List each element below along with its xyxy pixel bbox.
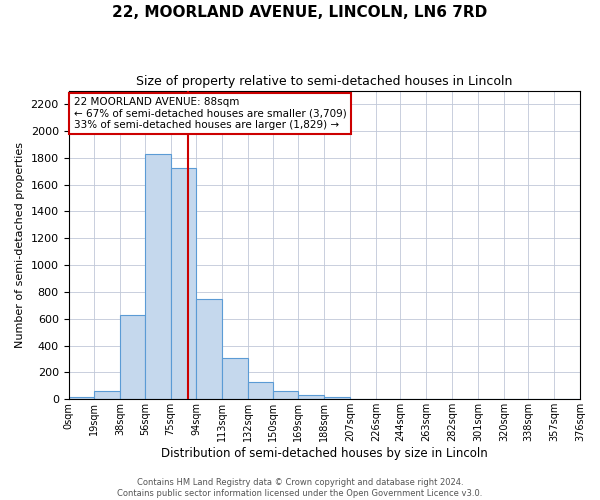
Text: Contains HM Land Registry data © Crown copyright and database right 2024.
Contai: Contains HM Land Registry data © Crown c… bbox=[118, 478, 482, 498]
Title: Size of property relative to semi-detached houses in Lincoln: Size of property relative to semi-detach… bbox=[136, 75, 512, 88]
Bar bbox=[272, 390, 298, 400]
Bar bbox=[120, 316, 145, 400]
Bar bbox=[145, 154, 170, 400]
Bar bbox=[68, 398, 94, 400]
Bar bbox=[196, 300, 222, 400]
Text: 22 MOORLAND AVENUE: 88sqm
← 67% of semi-detached houses are smaller (3,709)
33% : 22 MOORLAND AVENUE: 88sqm ← 67% of semi-… bbox=[74, 96, 346, 130]
Bar bbox=[324, 398, 350, 400]
Bar bbox=[248, 382, 272, 400]
Bar bbox=[170, 168, 196, 400]
Bar bbox=[350, 398, 376, 400]
Bar bbox=[298, 394, 324, 400]
Bar bbox=[94, 391, 120, 400]
Bar bbox=[222, 358, 248, 400]
X-axis label: Distribution of semi-detached houses by size in Lincoln: Distribution of semi-detached houses by … bbox=[161, 447, 488, 460]
Bar bbox=[529, 398, 554, 400]
Y-axis label: Number of semi-detached properties: Number of semi-detached properties bbox=[15, 142, 25, 348]
Text: 22, MOORLAND AVENUE, LINCOLN, LN6 7RD: 22, MOORLAND AVENUE, LINCOLN, LN6 7RD bbox=[112, 5, 488, 20]
